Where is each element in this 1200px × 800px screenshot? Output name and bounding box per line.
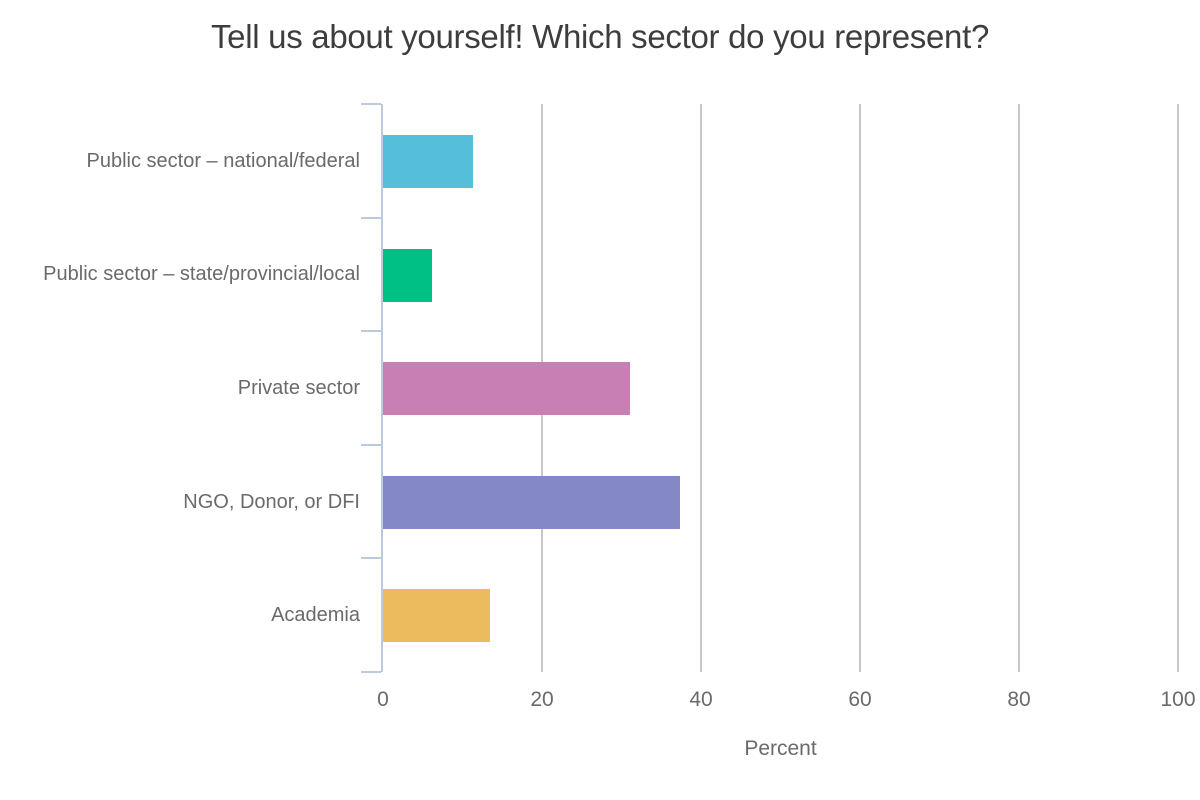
bar: [383, 362, 631, 416]
category-label: Private sector: [237, 376, 360, 399]
category-label: Public sector – state/provincial/local: [43, 263, 360, 286]
y-axis-line: [381, 104, 383, 672]
x-axis-title: Percent: [744, 737, 817, 760]
y-axis-tick: [361, 671, 381, 673]
x-tick-label: 40: [689, 688, 713, 711]
y-axis-tick: [361, 557, 381, 560]
x-tick-label: 80: [1007, 688, 1031, 711]
plot-area: [361, 103, 1179, 673]
gridline: [700, 104, 702, 672]
x-tick-label: 100: [1160, 688, 1196, 711]
x-tick-label: 0: [377, 688, 389, 711]
gridline: [1018, 104, 1020, 672]
y-axis-tick: [361, 216, 381, 219]
category-label: Academia: [271, 604, 360, 627]
category-axis-labels: Public sector – national/federal Public s…: [0, 104, 360, 672]
gridline: [1177, 104, 1179, 672]
bar: [383, 475, 680, 529]
category-label: NGO, Donor, or DFI: [183, 490, 360, 513]
chart-title: Tell us about yourself! Which sector do …: [210, 18, 990, 55]
category-label: Public sector – national/federal: [86, 149, 361, 172]
bar: [383, 135, 473, 188]
y-axis-tick: [361, 443, 381, 446]
x-tick-label: 60: [848, 688, 872, 711]
bar: [383, 248, 433, 302]
gridline: [859, 104, 861, 672]
y-axis-tick: [361, 103, 381, 105]
y-axis-tick: [361, 330, 381, 333]
x-tick-label: 20: [530, 688, 554, 711]
bar: [383, 589, 490, 643]
